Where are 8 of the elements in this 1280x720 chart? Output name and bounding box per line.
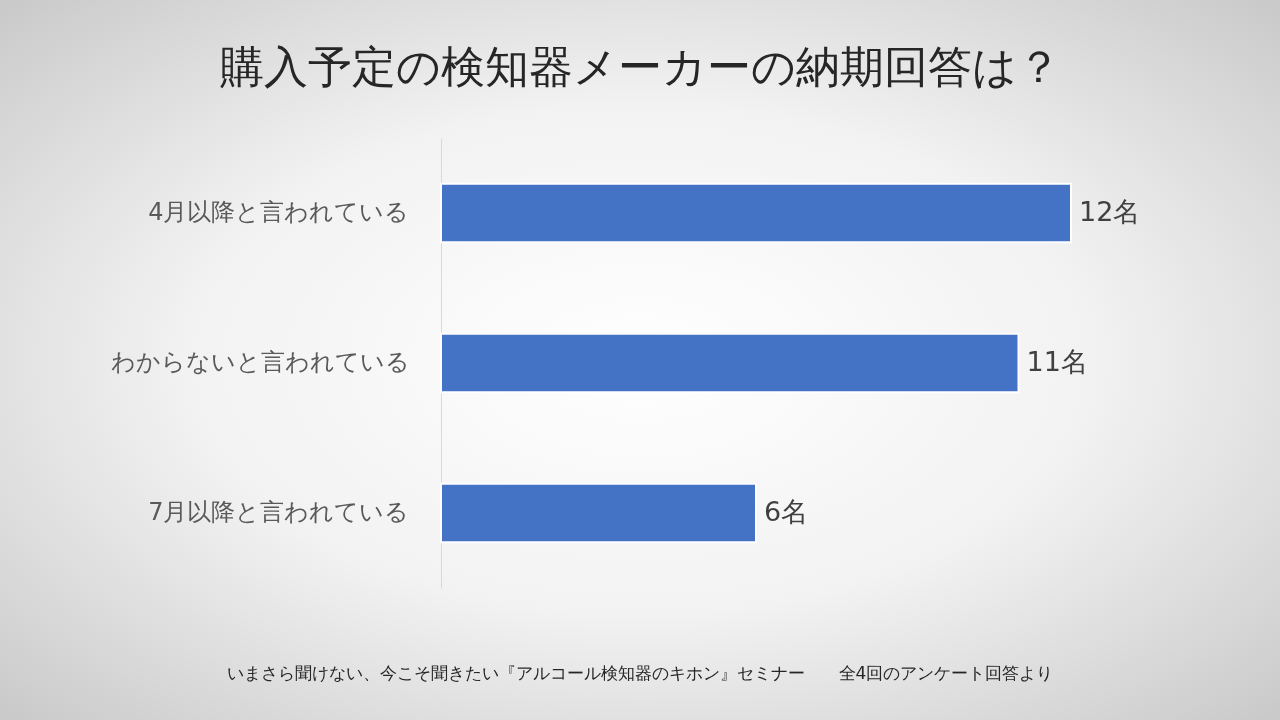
data-label: 11名 [1026, 346, 1088, 377]
data-label: 6名 [764, 496, 809, 527]
y-tick-label: わからないと言われている [110, 348, 410, 376]
chart-title: 購入予定の検知器メーカーの納期回答は？ [218, 40, 1062, 94]
y-tick-label: 7月以降と言われている [148, 498, 410, 526]
data-label: 12名 [1079, 196, 1141, 227]
text: いまさら聞けない、今こそ聞きたい『アルコール検知器のキホン』セミナー 全4回のアンケート回答より [225, 662, 1055, 685]
y-tick-label: 4月以降と言われている [148, 198, 410, 226]
